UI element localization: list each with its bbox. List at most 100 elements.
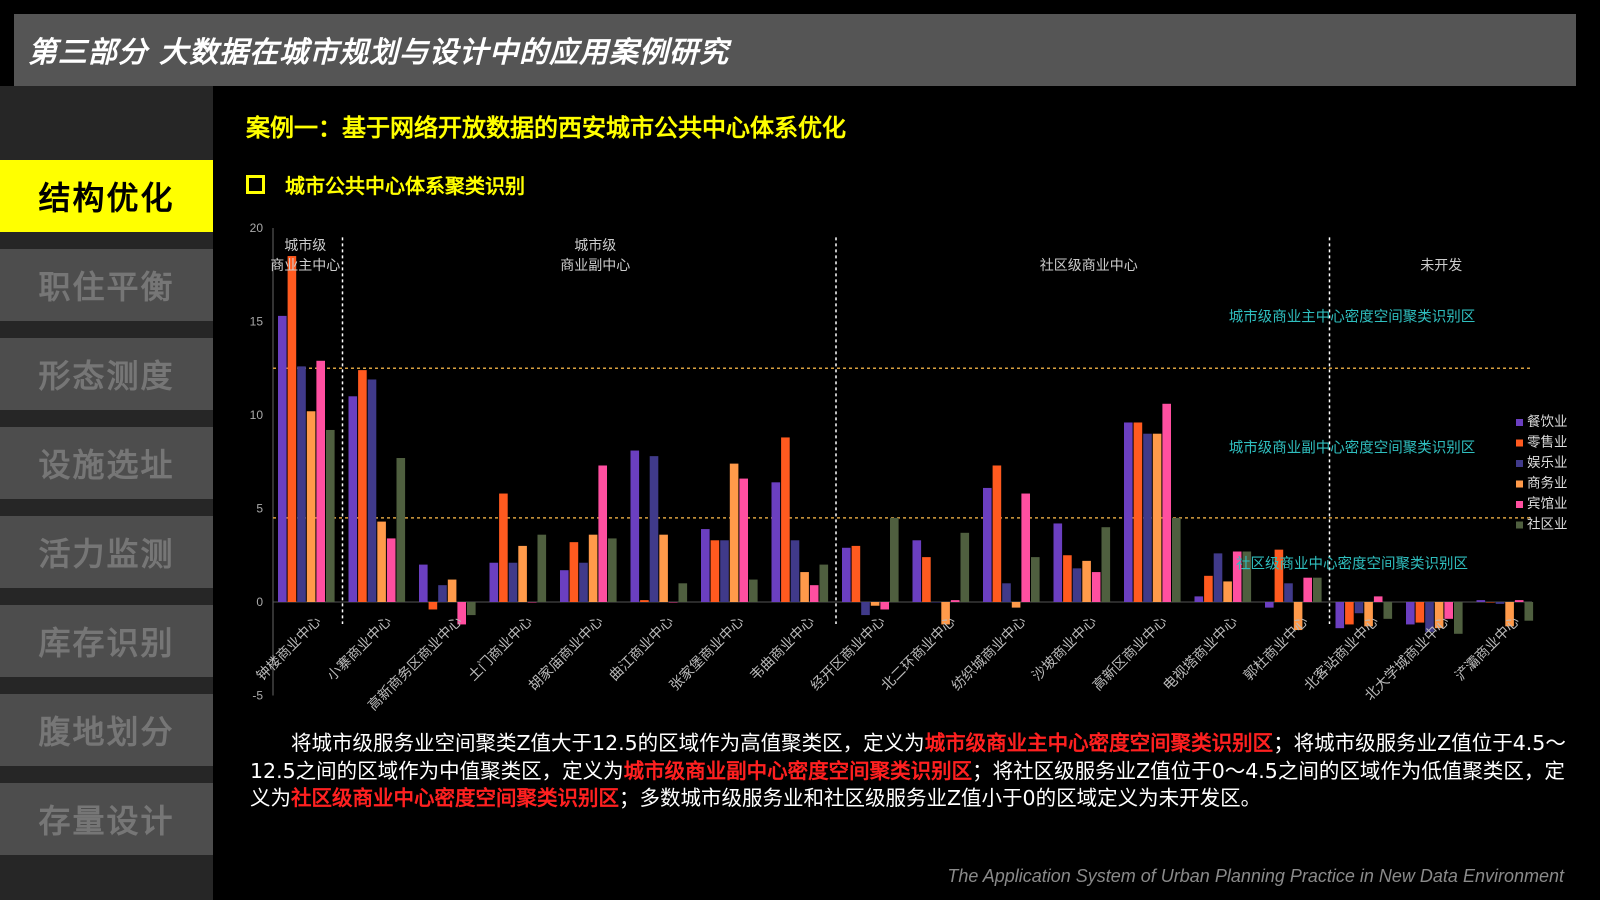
group-label: 商业主中心 (270, 258, 340, 274)
y-tick-label: 10 (250, 408, 264, 422)
bar (1364, 602, 1373, 627)
section-header: 城市公共中心体系聚类识别 (246, 170, 525, 199)
bar (579, 562, 588, 602)
bar (1454, 602, 1463, 634)
bar (1053, 523, 1063, 602)
bar (1232, 551, 1242, 602)
sidebar-item-vitality[interactable]: 活力监测 (0, 516, 213, 588)
bar (1524, 602, 1534, 621)
bar (922, 557, 931, 602)
description-paragraph: 将城市级服务业空间聚类Z值大于12.5的区域作为高值聚类区，定义为城市级商业主中… (250, 730, 1570, 813)
bar (678, 583, 688, 602)
bar (1213, 553, 1223, 602)
sidebar-item-label: 设施选址 (38, 446, 175, 484)
bar (457, 602, 466, 625)
sidebar-item-structure[interactable]: 结构优化 (0, 160, 213, 232)
legend-label: 娱乐业 (1527, 455, 1568, 471)
checkbox-bullet-icon (246, 175, 265, 194)
bar (1265, 602, 1274, 608)
bar (598, 465, 607, 602)
bar (1223, 581, 1232, 602)
sidebar-item-label: 结构优化 (38, 179, 175, 217)
bar (1345, 602, 1354, 625)
x-tick-label: 钟楼商业中心 (253, 613, 324, 684)
group-label: 城市级 (574, 237, 616, 254)
x-tick-label: 经开区商业中心 (808, 614, 889, 695)
bar (851, 545, 861, 602)
sidebar-item-hinterland[interactable]: 腹地划分 (0, 694, 213, 766)
bar (569, 542, 579, 602)
x-tick-label: 沙坡商业中心 (1029, 614, 1100, 685)
paragraph-indent (250, 731, 291, 755)
bar (941, 602, 950, 625)
zone-label: 城市级商业主中心密度空间聚类识别区 (1229, 309, 1476, 326)
bar (1242, 551, 1252, 602)
sidebar-item-label: 存量设计 (38, 802, 175, 840)
x-tick-label: 曲江商业中心 (606, 614, 677, 685)
y-tick-label: 15 (250, 315, 264, 329)
bar (560, 570, 569, 602)
sidebar-item-morphology[interactable]: 形态测度 (0, 338, 213, 410)
sidebar-item-label: 活力监测 (38, 535, 175, 573)
bar (890, 517, 899, 602)
bar (1293, 602, 1303, 631)
legend-swatch (1516, 460, 1523, 467)
bar (419, 564, 428, 602)
bar (1204, 575, 1213, 602)
bar (1002, 583, 1011, 602)
bar (1313, 577, 1322, 602)
legend-label: 社区业 (1527, 517, 1568, 533)
y-tick-label: -5 (252, 689, 263, 703)
sidebar-item-label: 形态测度 (38, 357, 175, 395)
bar (1486, 602, 1495, 603)
bar (790, 540, 800, 602)
highlight-term: 社区级商业中心密度空间聚类识别区 (291, 786, 619, 810)
bar (1072, 568, 1082, 602)
bar (348, 396, 358, 602)
bar (1031, 557, 1040, 602)
group-label: 商业副中心 (560, 258, 630, 274)
sidebar-item-jobs-housing[interactable]: 职住平衡 (0, 249, 213, 321)
bar (1335, 602, 1345, 629)
zone-label: 社区级商业中心密度空间聚类识别区 (1236, 555, 1468, 572)
bar (1303, 577, 1312, 602)
bar (1021, 493, 1030, 602)
group-label: 社区级商业中心 (1040, 258, 1138, 274)
x-tick-label: 土门商业中心 (465, 614, 536, 685)
x-tick-label: 高新区商业中心 (1089, 613, 1170, 694)
bar (396, 458, 406, 602)
bar (720, 540, 729, 602)
bar (1124, 422, 1133, 602)
highlight-term: 城市级商业副中心密度空间聚类识别区 (623, 758, 973, 783)
bar (537, 534, 547, 602)
bar (489, 562, 499, 602)
sidebar-item-label: 腹地划分 (38, 713, 175, 751)
bar (880, 602, 889, 610)
bar (1284, 583, 1293, 602)
bar (630, 450, 640, 602)
legend-label: 商务业 (1527, 476, 1568, 492)
legend-swatch (1516, 521, 1523, 529)
bar (467, 602, 476, 616)
legend-swatch (1516, 501, 1523, 508)
bar (1514, 600, 1524, 602)
bar (306, 411, 316, 602)
title-bar: 第三部分 大数据在城市规划与设计中的应用案例研究 (14, 14, 1576, 86)
bar (1434, 602, 1444, 629)
sidebar-item-stock-design[interactable]: 存量设计 (0, 783, 213, 855)
bar (447, 579, 457, 602)
legend-swatch (1516, 480, 1523, 488)
bar (527, 602, 537, 603)
bar (701, 529, 710, 602)
bar (1383, 602, 1393, 619)
y-tick-label: 0 (256, 595, 263, 609)
bar (950, 600, 960, 602)
bar (1444, 602, 1453, 619)
section-title: 城市公共中心体系聚类识别 (285, 174, 525, 198)
bar (428, 602, 438, 610)
sidebar-item-inventory[interactable]: 库存识别 (0, 605, 213, 677)
bar (710, 540, 720, 602)
bar (358, 370, 367, 602)
bar (931, 602, 941, 603)
sidebar-item-facility-siting[interactable]: 设施选址 (0, 427, 213, 499)
